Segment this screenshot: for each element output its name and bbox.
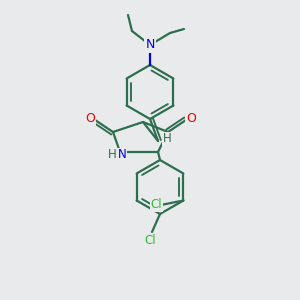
Text: N: N bbox=[118, 148, 126, 161]
Text: N: N bbox=[145, 38, 155, 52]
Text: Cl: Cl bbox=[144, 233, 156, 247]
Text: O: O bbox=[186, 112, 196, 125]
Text: Cl: Cl bbox=[151, 198, 162, 211]
Text: H: H bbox=[163, 133, 171, 146]
Text: O: O bbox=[85, 112, 95, 125]
Text: H: H bbox=[108, 148, 116, 161]
